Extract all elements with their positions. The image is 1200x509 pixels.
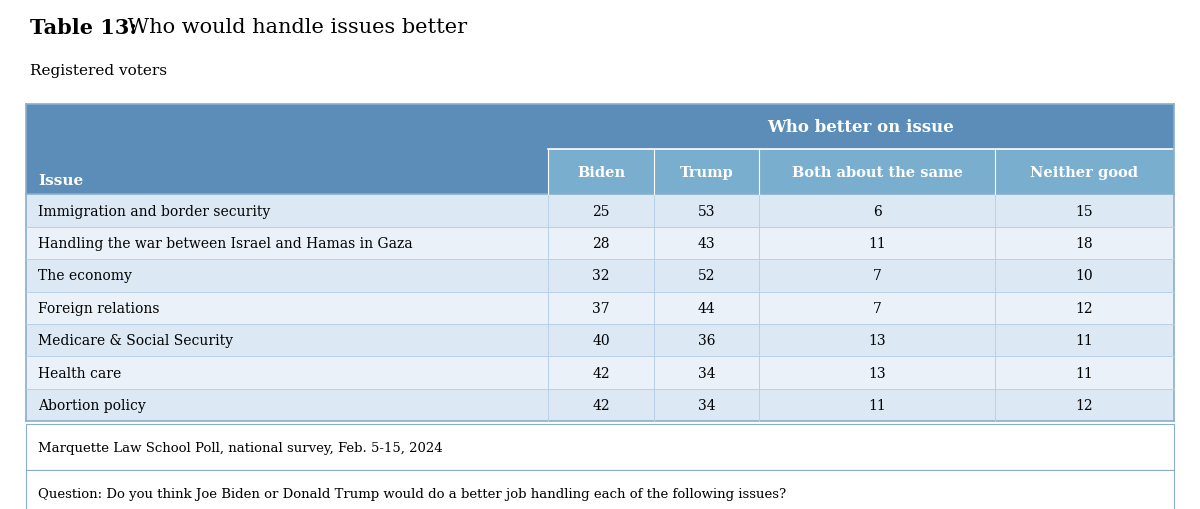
Text: 7: 7	[872, 269, 882, 283]
Text: 11: 11	[868, 237, 886, 250]
Bar	[26, 389, 1174, 421]
Text: 11: 11	[1075, 333, 1093, 348]
Text: 13: 13	[869, 333, 886, 348]
Text: 13: 13	[869, 366, 886, 380]
Text: 12: 12	[1075, 301, 1093, 315]
Text: Both about the same: Both about the same	[792, 165, 962, 180]
Bar	[995, 150, 1174, 195]
Text: Registered voters: Registered voters	[30, 64, 167, 77]
Text: 52: 52	[698, 269, 715, 283]
Bar	[26, 104, 1174, 150]
Bar	[26, 470, 1174, 509]
Bar	[26, 357, 1174, 389]
Bar	[654, 150, 760, 195]
Text: 11: 11	[1075, 366, 1093, 380]
Text: 42: 42	[593, 366, 610, 380]
Text: Who better on issue: Who better on issue	[768, 119, 954, 136]
Text: 34: 34	[698, 366, 715, 380]
Text: 12: 12	[1075, 398, 1093, 412]
Bar	[26, 260, 1174, 292]
Text: Abortion policy: Abortion policy	[38, 398, 146, 412]
Text: Neither good: Neither good	[1030, 165, 1138, 180]
Text: 10: 10	[1075, 269, 1093, 283]
Text: 7: 7	[872, 301, 882, 315]
Text: Trump: Trump	[680, 165, 733, 180]
Text: 25: 25	[593, 204, 610, 218]
Bar	[26, 324, 1174, 357]
Text: 18: 18	[1075, 237, 1093, 250]
Text: 11: 11	[868, 398, 886, 412]
Text: Handling the war between Israel and Hamas in Gaza: Handling the war between Israel and Hama…	[38, 237, 413, 250]
Bar	[548, 150, 654, 195]
Bar	[26, 150, 548, 195]
Text: Health care: Health care	[38, 366, 121, 380]
Text: 40: 40	[593, 333, 610, 348]
Bar	[26, 425, 1174, 470]
Text: Marquette Law School Poll, national survey, Feb. 5-15, 2024: Marquette Law School Poll, national surv…	[38, 441, 443, 454]
Text: Issue: Issue	[38, 174, 84, 187]
Text: 42: 42	[593, 398, 610, 412]
Text: Biden: Biden	[577, 165, 625, 180]
Bar	[26, 195, 1174, 228]
Bar	[760, 150, 995, 195]
Text: 6: 6	[872, 204, 882, 218]
Text: 43: 43	[698, 237, 715, 250]
Text: 32: 32	[593, 269, 610, 283]
Text: Immigration and border security: Immigration and border security	[38, 204, 271, 218]
Text: Medicare & Social Security: Medicare & Social Security	[38, 333, 233, 348]
Bar	[26, 228, 1174, 260]
Text: 15: 15	[1075, 204, 1093, 218]
Text: 44: 44	[698, 301, 715, 315]
Text: 34: 34	[698, 398, 715, 412]
Text: Question: Do you think Joe Biden or Donald Trump would do a better job handling : Question: Do you think Joe Biden or Dona…	[38, 487, 786, 500]
Text: Table 13:: Table 13:	[30, 18, 137, 38]
Text: Who would handle issues better: Who would handle issues better	[121, 18, 467, 37]
Text: 28: 28	[593, 237, 610, 250]
Text: Foreign relations: Foreign relations	[38, 301, 160, 315]
Text: The economy: The economy	[38, 269, 132, 283]
Text: 36: 36	[698, 333, 715, 348]
Text: 53: 53	[698, 204, 715, 218]
Text: 37: 37	[593, 301, 610, 315]
Bar	[26, 292, 1174, 324]
